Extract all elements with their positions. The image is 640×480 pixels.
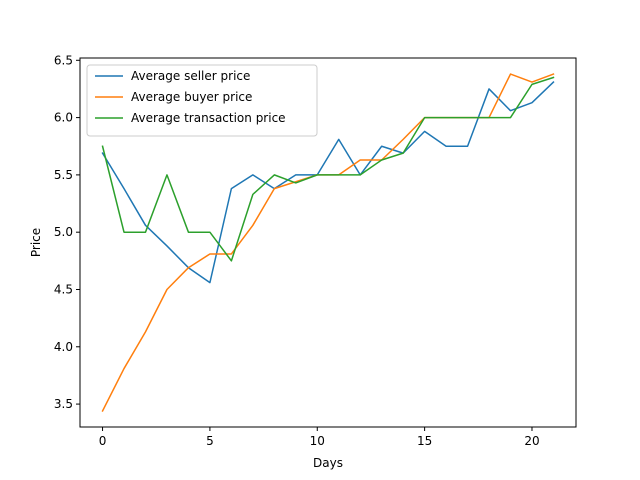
y-axis: 3.5 4.0 4.5 5.0 5.5 6.0 6.5 <box>54 53 80 411</box>
x-tick-label: 0 <box>99 434 107 448</box>
plot-frame <box>79 57 577 428</box>
y-tick-label: 4.0 <box>54 340 73 354</box>
legend: Average seller price Average buyer price A… <box>86 64 318 137</box>
y-tick-label: 3.5 <box>54 397 73 411</box>
legend-label: Average transaction price <box>131 111 286 125</box>
y-tick-label: 5.5 <box>54 168 73 182</box>
x-axis-label: Days <box>313 456 343 470</box>
x-axis: 0 5 10 15 20 <box>99 427 540 448</box>
series-line-3 <box>101 76 555 262</box>
y-tick-label: 4.5 <box>54 282 73 296</box>
y-axis-label: Price <box>29 228 43 257</box>
x-tick-label: 15 <box>417 434 432 448</box>
y-tick-label: 6.0 <box>54 111 73 125</box>
legend-box <box>86 64 318 137</box>
x-tick-label: 20 <box>524 434 539 448</box>
legend-label: Average buyer price <box>131 90 252 104</box>
x-tick-label: 5 <box>206 434 214 448</box>
y-tick-label: 6.5 <box>54 53 73 67</box>
legend-label: Average seller price <box>131 69 250 83</box>
y-tick-label: 5.0 <box>54 225 73 239</box>
series-layer <box>101 73 555 412</box>
x-tick-label: 10 <box>310 434 325 448</box>
